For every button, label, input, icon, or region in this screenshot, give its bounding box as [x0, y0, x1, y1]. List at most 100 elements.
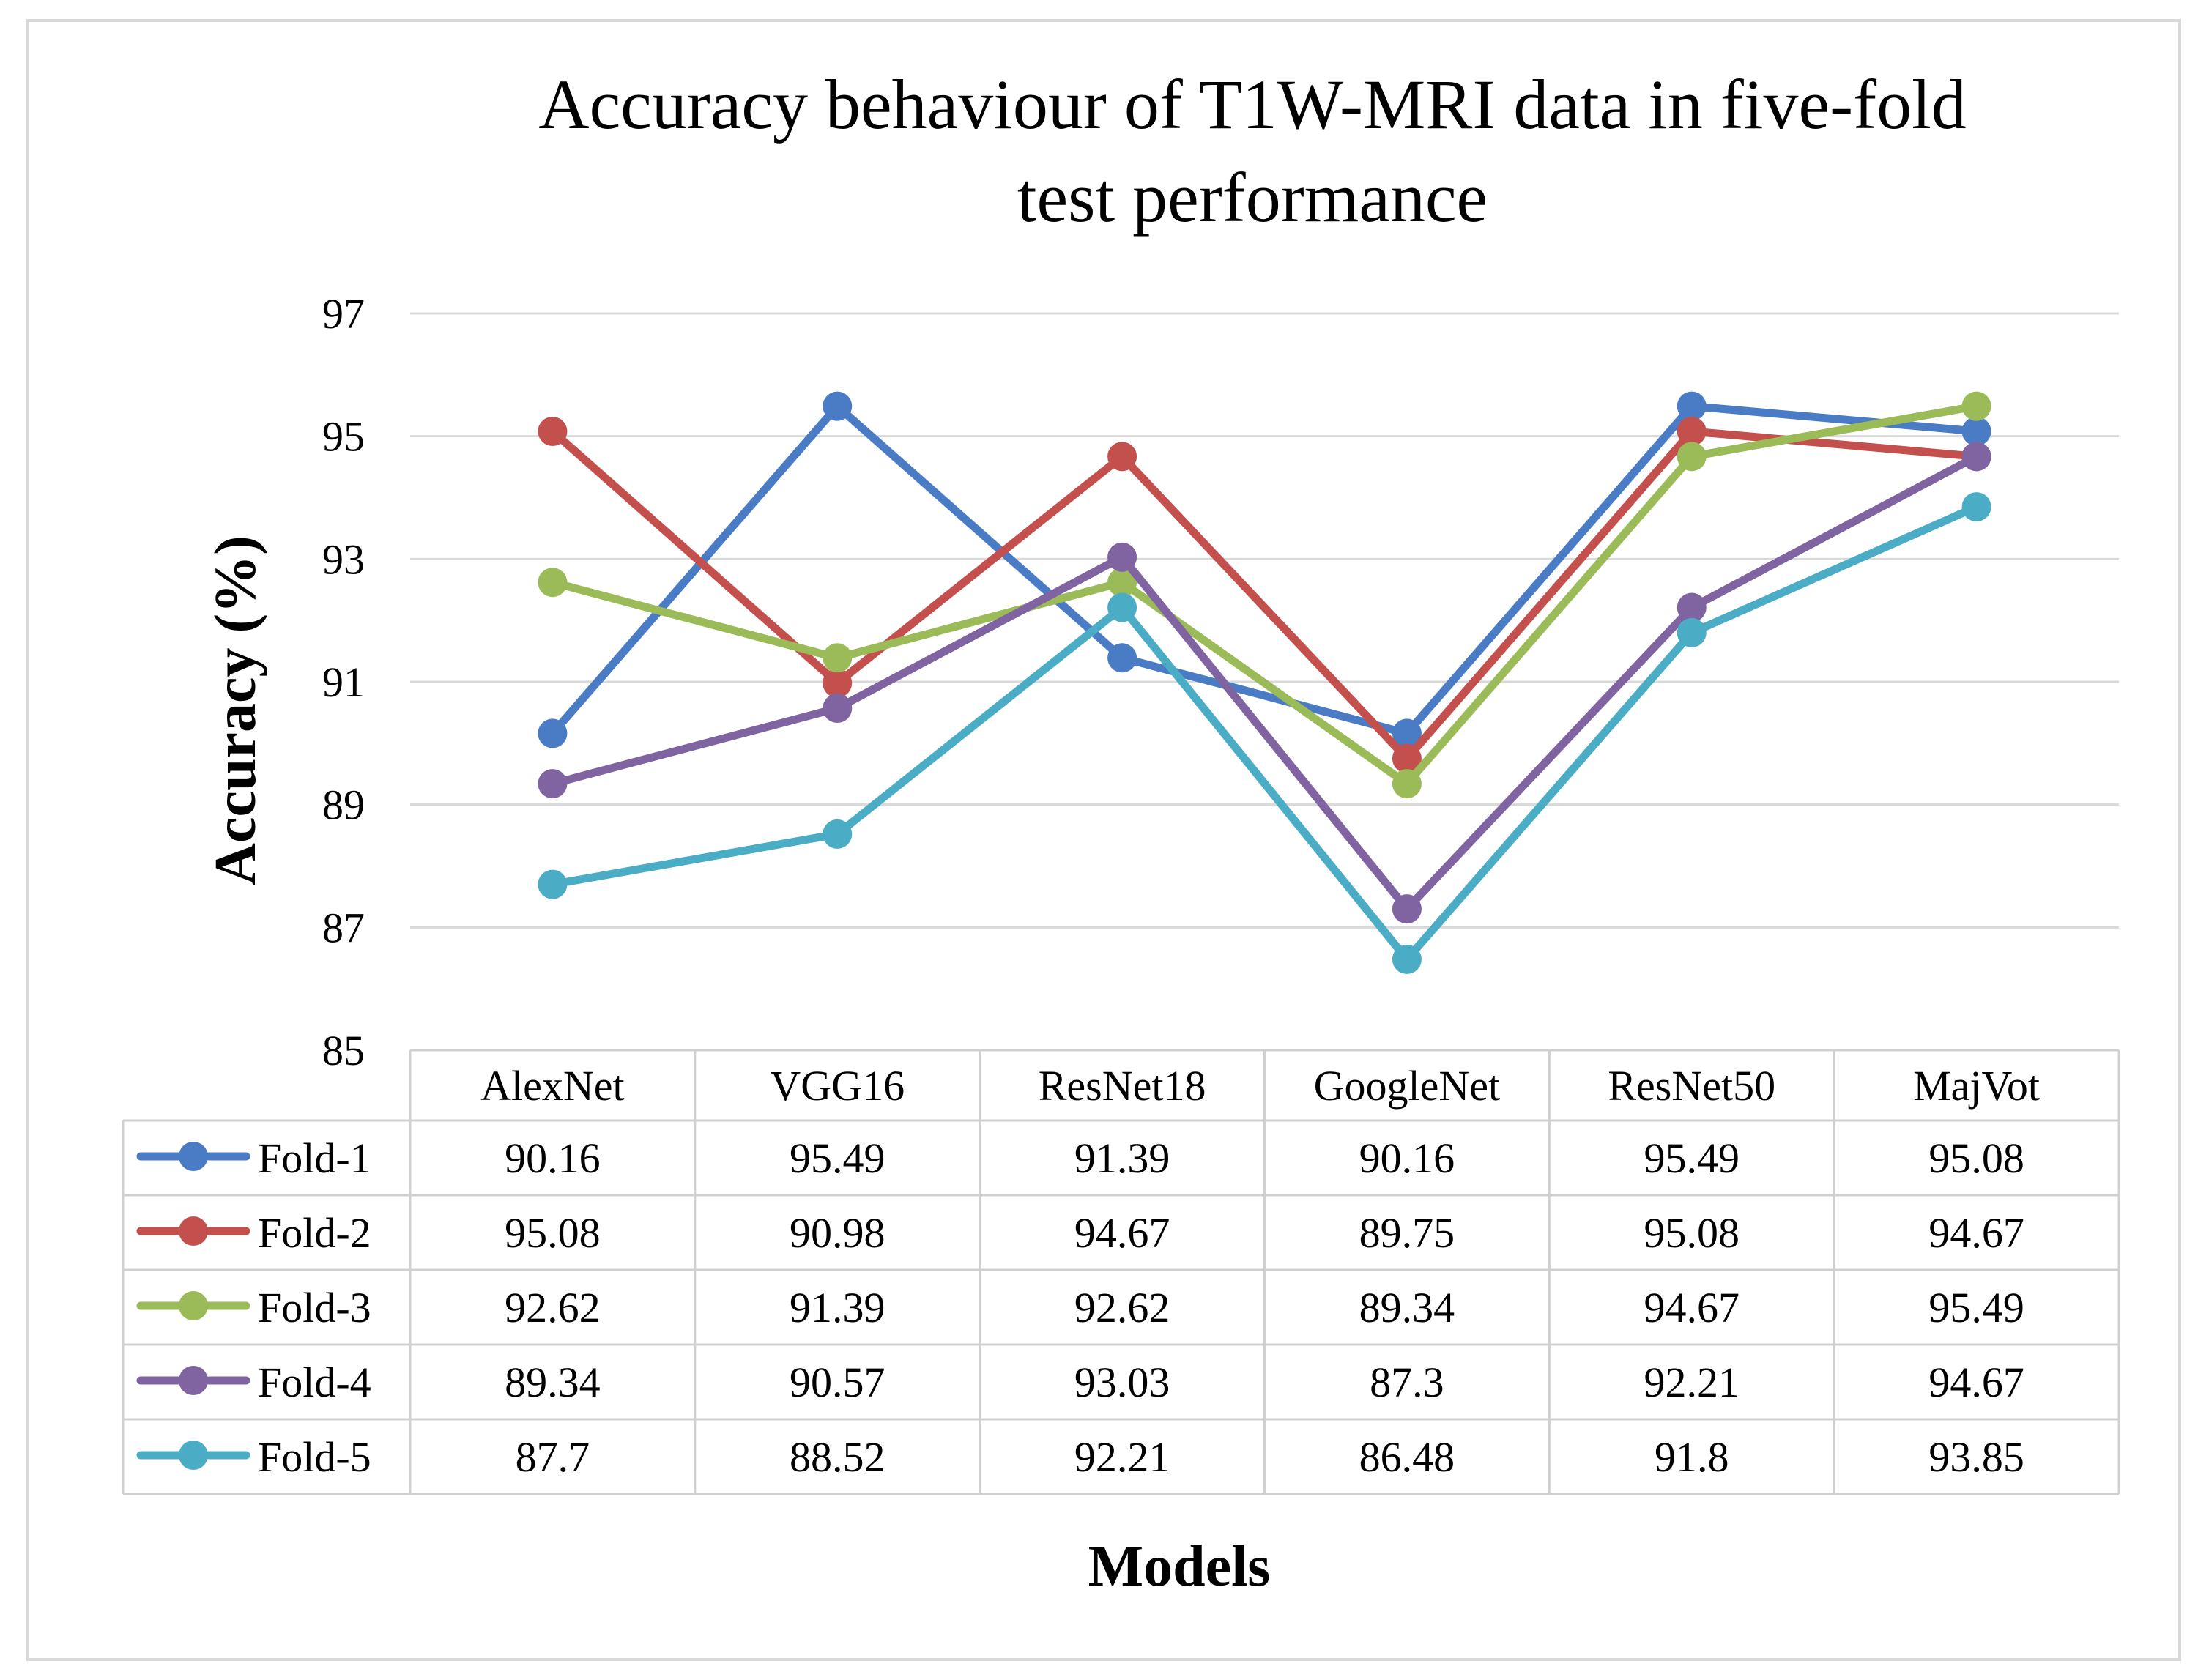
y-tick-label: 91: [322, 658, 365, 706]
data-point: [1107, 542, 1137, 572]
series-fold-1: [538, 391, 1991, 748]
data-point: [1961, 492, 1991, 522]
x-tick-label: MajVot: [1913, 1062, 2040, 1110]
data-point: [1961, 391, 1991, 421]
data-point: [1677, 592, 1707, 622]
y-axis-label: Accuracy (%): [204, 535, 268, 885]
legend-label: Fold-2: [258, 1209, 371, 1257]
data-label: 94.67: [1644, 1284, 1740, 1331]
series-lines: [538, 391, 1991, 974]
y-tick-label: 89: [322, 781, 365, 829]
data-point: [1961, 416, 1991, 446]
series-fold-5: [538, 492, 1991, 974]
data-point: [1677, 391, 1707, 421]
data-label: 90.98: [790, 1209, 885, 1257]
data-label: 88.52: [790, 1433, 885, 1481]
series-line: [548, 502, 1981, 964]
data-label: 95.49: [790, 1134, 885, 1182]
data-point: [538, 769, 568, 799]
data-point: [1677, 442, 1707, 472]
legend-marker: [179, 1142, 208, 1171]
data-point: [1392, 769, 1422, 799]
data-label: 95.08: [1928, 1134, 2024, 1182]
data-label: 92.62: [505, 1284, 601, 1331]
chart-border: [26, 19, 2181, 1661]
data-point: [1961, 442, 1991, 472]
data-label: 94.67: [1928, 1209, 2024, 1257]
data-label: 94.67: [1928, 1359, 2024, 1406]
data-label: 89.34: [1359, 1284, 1455, 1331]
data-point: [1392, 944, 1422, 974]
data-label: 94.67: [1074, 1209, 1170, 1257]
series-fold-4: [538, 442, 1991, 924]
data-point: [823, 391, 853, 421]
y-tick-label: 87: [322, 904, 365, 951]
x-axis-label: Models: [1088, 1534, 1271, 1599]
data-point: [823, 819, 853, 849]
data-label: 91.39: [1074, 1134, 1170, 1182]
data-point: [1392, 743, 1422, 773]
data-label: 91.39: [790, 1284, 885, 1331]
x-tick-label: ResNet50: [1608, 1062, 1775, 1110]
data-point: [823, 694, 853, 724]
data-label: 92.21: [1644, 1359, 1740, 1406]
series-line: [548, 452, 1981, 913]
legend-key-fold-5: [136, 1441, 250, 1470]
legend-label: Fold-4: [258, 1359, 371, 1406]
data-label: 95.08: [505, 1209, 601, 1257]
data-label: 92.21: [1074, 1433, 1170, 1481]
legend-label: Fold-5: [258, 1433, 371, 1481]
data-point: [823, 668, 853, 698]
data-point: [1107, 442, 1137, 472]
data-label: 95.49: [1928, 1284, 2024, 1331]
data-label: 92.62: [1074, 1284, 1170, 1331]
data-label: 90.16: [505, 1134, 601, 1182]
y-tick-label: 97: [322, 290, 365, 338]
series-line: [548, 427, 1981, 763]
chart-title-line-1: Accuracy behaviour of T1W-MRI data in fi…: [538, 65, 1967, 144]
data-point: [1107, 592, 1137, 622]
legend-marker: [179, 1441, 208, 1470]
data-label: 89.34: [505, 1359, 601, 1406]
data-point: [538, 718, 568, 748]
series-line: [548, 402, 1981, 737]
x-tick-label: ResNet18: [1039, 1062, 1206, 1110]
legend-label: Fold-3: [258, 1284, 371, 1331]
data-label: 90.16: [1359, 1134, 1455, 1182]
legend-key-fold-1: [136, 1142, 250, 1171]
legend-marker: [179, 1366, 208, 1395]
legend-label: Fold-1: [258, 1134, 371, 1182]
y-tick-label: 85: [322, 1027, 365, 1074]
data-point: [538, 416, 568, 446]
legend-key-fold-4: [136, 1366, 250, 1395]
y-tick-label: 95: [322, 413, 365, 461]
data-point: [1677, 416, 1707, 446]
data-point: [538, 869, 568, 899]
series-line: [548, 402, 1981, 788]
data-label: 90.57: [790, 1359, 885, 1406]
x-tick-label: GoogleNet: [1314, 1062, 1501, 1110]
data-point: [538, 568, 568, 598]
data-point: [1107, 643, 1137, 673]
data-label: 86.48: [1359, 1433, 1455, 1481]
y-axis-ticks: 85 87 89 91 93 95 97: [322, 290, 365, 1074]
data-label: 87.7: [516, 1433, 590, 1481]
legend-key-fold-2: [136, 1216, 250, 1246]
data-point: [1392, 718, 1422, 748]
data-label: 87.3: [1370, 1359, 1444, 1406]
series-fold-3: [538, 391, 1991, 799]
y-tick-label: 93: [322, 535, 365, 583]
x-tick-label: AlexNet: [480, 1062, 625, 1110]
legend-marker: [179, 1291, 208, 1320]
data-point: [823, 643, 853, 673]
data-label: 93.85: [1928, 1433, 2024, 1481]
data-point: [1392, 894, 1422, 924]
data-table: AlexNet VGG16 ResNet18 GoogleNet ResNet50 Maj…: [122, 1049, 2120, 1495]
legend-marker: [179, 1216, 208, 1246]
data-label: 93.03: [1074, 1359, 1170, 1406]
data-point: [1677, 617, 1707, 647]
data-label: 95.08: [1644, 1209, 1740, 1257]
data-label: 89.75: [1359, 1209, 1455, 1257]
